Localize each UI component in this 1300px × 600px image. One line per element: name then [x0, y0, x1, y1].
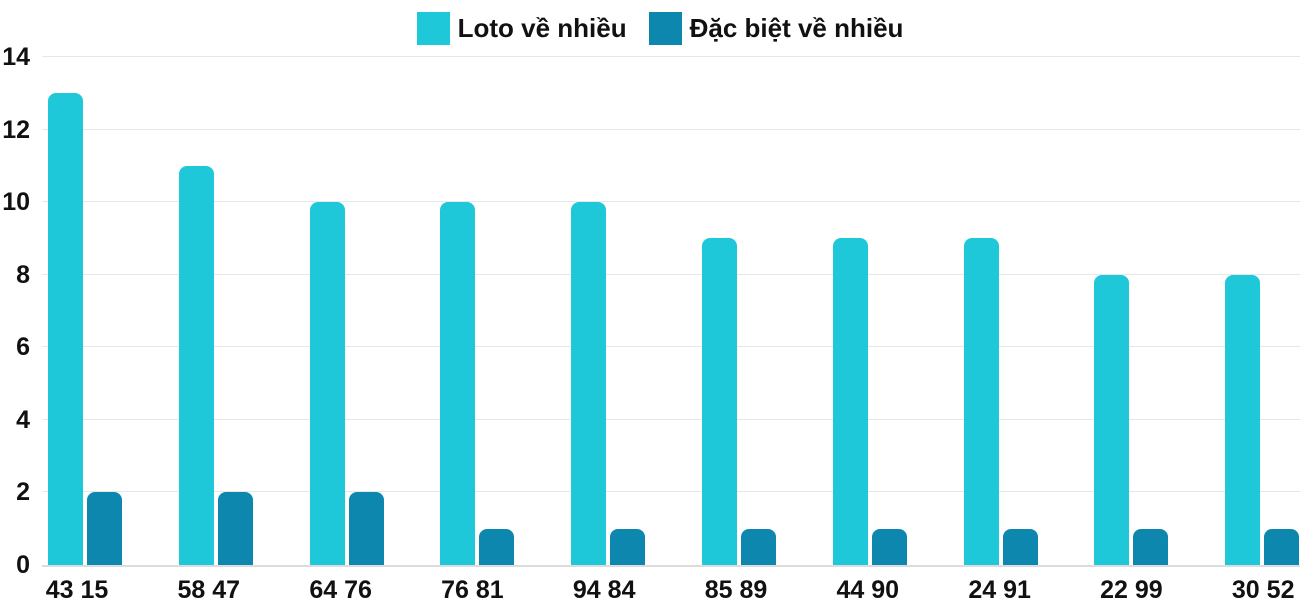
bar-loto — [702, 238, 737, 565]
y-axis-tick-label: 6 — [16, 333, 30, 362]
bar-loto — [571, 202, 607, 565]
gridline-2 — [42, 491, 1300, 493]
x-axis-category-label: 44 90 — [836, 576, 900, 600]
y-axis-tick-label: 14 — [2, 43, 30, 71]
x-axis-category-label: 94 84 — [572, 576, 636, 600]
bar-dacbiet — [1002, 528, 1038, 565]
bar-loto — [832, 238, 868, 565]
bar-dacbiet — [348, 492, 384, 565]
chart-legend: Loto về nhiều Đặc biệt về nhiều — [10, 12, 1300, 45]
y-axis-tick-label: 2 — [16, 478, 30, 507]
x-axis-line — [42, 565, 1300, 567]
gridline-4 — [42, 418, 1300, 420]
gridline-6 — [42, 346, 1300, 348]
gridline-12 — [42, 128, 1300, 130]
y-axis-tick-label: 10 — [2, 188, 30, 217]
legend-item-loto[interactable]: Loto về nhiều — [416, 12, 627, 45]
bar-loto — [309, 202, 345, 565]
x-axis-category-label: 85 89 — [704, 576, 768, 600]
legend-swatch-dacbiet-icon — [648, 12, 682, 45]
bar-loto — [1225, 274, 1261, 565]
y-axis-tick-label: 12 — [2, 115, 30, 144]
bar-dacbiet — [871, 528, 907, 565]
bar-dacbiet — [610, 528, 646, 565]
legend-item-dacbiet[interactable]: Đặc biệt về nhiều — [648, 12, 904, 45]
x-axis-category-label: 64 76 — [309, 576, 372, 600]
y-axis-tick-label: 4 — [16, 405, 30, 434]
bar-loto — [963, 238, 999, 565]
gridline-14 — [42, 56, 1300, 57]
bar-dacbiet — [217, 492, 253, 565]
bar-dacbiet — [1264, 528, 1300, 565]
x-axis-category-label: 43 15 — [45, 576, 109, 600]
x-axis-category-label: 76 81 — [441, 576, 504, 600]
legend-label-loto: Loto về nhiều — [457, 13, 627, 43]
bar-dacbiet — [741, 528, 776, 565]
legend-swatch-loto-icon — [416, 12, 450, 45]
bar-loto — [178, 165, 214, 565]
bar-dacbiet — [1133, 528, 1169, 565]
x-axis-category-label: 24 91 — [968, 576, 1031, 600]
bar-dacbiet — [479, 528, 515, 565]
y-axis-tick-label: 0 — [16, 551, 30, 579]
x-axis-category-label: 30 52 — [1231, 576, 1295, 600]
gridline-10 — [42, 201, 1300, 203]
legend-label-dacbiet: Đặc biệt về nhiều — [689, 13, 904, 43]
x-axis-category-label: 22 99 — [1100, 576, 1163, 600]
bar-dacbiet — [87, 492, 122, 565]
bar-loto — [1094, 274, 1130, 565]
bar-loto — [440, 202, 476, 565]
bar-loto — [48, 93, 83, 565]
x-axis-category-label: 58 47 — [177, 576, 241, 600]
gridline-8 — [42, 273, 1300, 275]
y-axis-tick-label: 8 — [16, 260, 30, 289]
